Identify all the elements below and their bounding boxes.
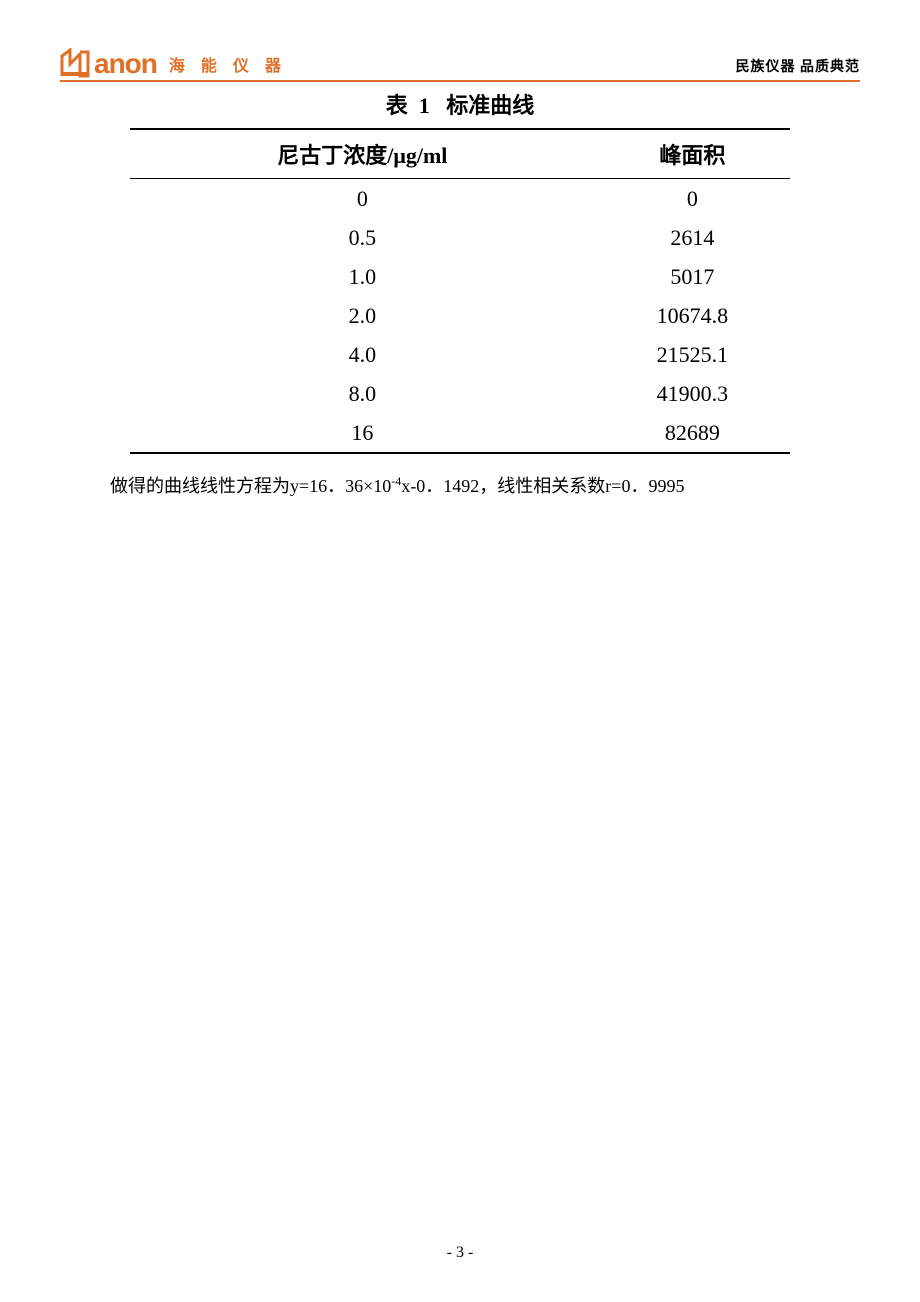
brand-tagline: 民族仪器 品质典范 <box>736 56 861 78</box>
table-title-number: 1 <box>419 93 430 118</box>
page-number: - 3 - <box>0 1244 920 1262</box>
caption-suffix: x-0．1492，线性相关系数r=0．9995 <box>401 476 684 496</box>
table-row: 4.021525.1 <box>130 335 790 374</box>
table-cell: 1.0 <box>130 257 595 296</box>
table-cell: 0 <box>595 179 790 219</box>
table-row: 1682689 <box>130 413 790 453</box>
brand-block: anon 海 能 仪 器 <box>60 48 287 78</box>
table-cell: 0 <box>130 179 595 219</box>
table-row: 00 <box>130 179 790 219</box>
caption-prefix: 做得的曲线线性方程为y=16．36×10 <box>110 476 391 496</box>
table-row: 8.041900.3 <box>130 374 790 413</box>
table-cell: 82689 <box>595 413 790 453</box>
column-header-peak-area: 峰面积 <box>595 129 790 179</box>
brand-subtitle: 海 能 仪 器 <box>169 52 287 78</box>
table-cell: 2.0 <box>130 296 595 335</box>
brand-name: anon <box>94 50 157 78</box>
table-cell: 5017 <box>595 257 790 296</box>
table-cell: 2614 <box>595 218 790 257</box>
table-cell: 16 <box>130 413 595 453</box>
data-table: 尼古丁浓度/μg/ml 峰面积 000.526141.050172.010674… <box>130 128 790 454</box>
equation-caption: 做得的曲线线性方程为y=16．36×10-4x-0．1492，线性相关系数r=0… <box>100 472 820 498</box>
brand-logo-icon <box>60 48 90 78</box>
column-header-concentration: 尼古丁浓度/μg/ml <box>130 129 595 179</box>
table-cell: 0.5 <box>130 218 595 257</box>
table-cell: 41900.3 <box>595 374 790 413</box>
content-area: 表 1 标准曲线 尼古丁浓度/μg/ml 峰面积 000.526141.0501… <box>60 88 860 498</box>
table-cell: 10674.8 <box>595 296 790 335</box>
table-title: 表 1 标准曲线 <box>100 88 820 120</box>
caption-exponent: -4 <box>391 474 401 488</box>
table-row: 2.010674.8 <box>130 296 790 335</box>
table-cell: 4.0 <box>130 335 595 374</box>
table-cell: 8.0 <box>130 374 595 413</box>
table-row: 1.05017 <box>130 257 790 296</box>
page-header: anon 海 能 仪 器 民族仪器 品质典范 <box>60 48 860 82</box>
table-title-prefix: 表 <box>386 93 408 118</box>
table-cell: 21525.1 <box>595 335 790 374</box>
table-row: 0.52614 <box>130 218 790 257</box>
table-title-label: 标准曲线 <box>446 93 534 118</box>
table-header-row: 尼古丁浓度/μg/ml 峰面积 <box>130 129 790 179</box>
